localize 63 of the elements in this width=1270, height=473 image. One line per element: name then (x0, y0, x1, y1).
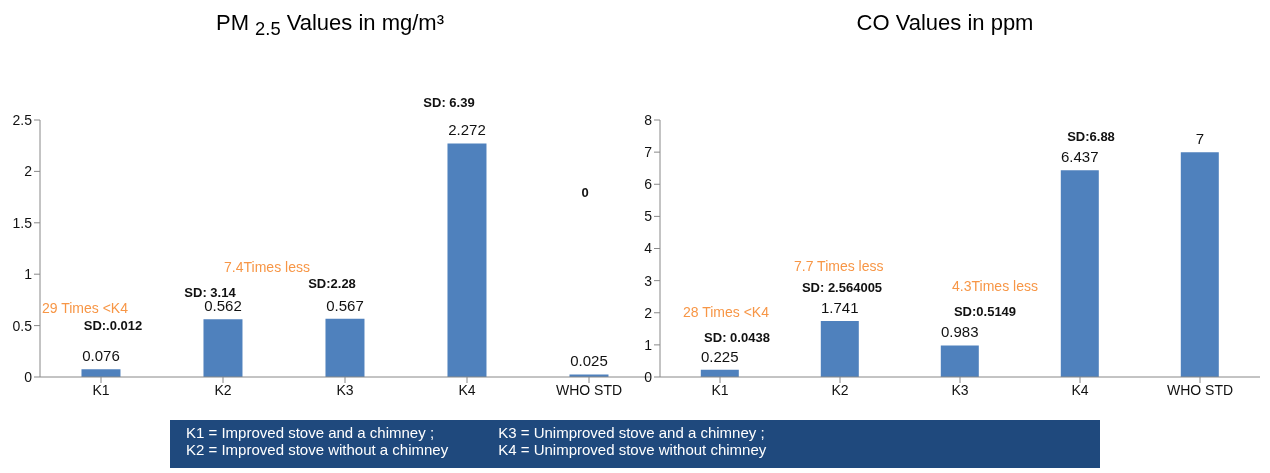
bar (203, 319, 243, 377)
y-tick-label: 5 (644, 208, 653, 225)
text: SD: 6.39 (423, 94, 475, 110)
y-tick-label: 4 (644, 240, 653, 257)
chart-title: CO Values in ppm (855, 10, 1035, 36)
bar (1060, 170, 1099, 377)
x-tick-label: K2 (214, 381, 232, 398)
y-tick-label: 2.5 (12, 111, 33, 128)
data-label: 0.983 (941, 323, 979, 341)
y-tick-label: 2 (24, 163, 33, 180)
y-tick-label: 1 (24, 266, 33, 283)
y-tick-label: 3 (644, 272, 653, 289)
y-tick-label: 8 (644, 111, 653, 128)
x-tick-label: K4 (1071, 381, 1089, 398)
data-label: 0.562 (204, 297, 242, 315)
bar (447, 143, 487, 377)
annotation: 29 Times <K4 (42, 299, 128, 316)
y-tick-label: 1 (644, 336, 653, 353)
data-label: 2.272 (448, 121, 486, 139)
bar (81, 369, 121, 377)
y-tick-label: 0 (644, 368, 653, 385)
x-tick-label: WHO STD (1166, 381, 1234, 398)
x-tick-label: K1 (92, 381, 110, 398)
annotation: SD: 3.14 (184, 284, 236, 300)
annotation: SD:2.28 (308, 275, 356, 291)
text: K1 = Improved stove and a chimney ; (186, 424, 436, 441)
text: K4 = Unimproved stove without chimney (498, 441, 767, 458)
annotation: SD: 0.0438 (704, 329, 770, 345)
text: K2 = Improved stove without a chimney (186, 441, 449, 458)
annotation: 4.3Times less (952, 277, 1038, 294)
y-tick-label: 6 (644, 176, 653, 193)
annotation: SD:.0.012 (83, 317, 143, 333)
data-label: 7 (1195, 130, 1204, 148)
data-label: 0.225 (701, 347, 739, 365)
x-tick-label: WHO STD (555, 381, 623, 398)
y-tick-label: 7 (644, 144, 653, 161)
bar (1180, 152, 1219, 377)
annotation: SD:6.88 (1067, 128, 1115, 144)
annotation: 7.7 Times less (794, 257, 884, 274)
y-tick-label: 1.5 (12, 214, 33, 231)
x-tick-label: K3 (951, 381, 969, 398)
x-tick-label: K3 (336, 381, 354, 398)
y-tick-label: 2 (644, 304, 653, 321)
annotation: SD: 2.564005 (801, 279, 883, 295)
annotation: SD:0.5149 (953, 303, 1017, 319)
data-label: 6.437 (1061, 148, 1099, 166)
bar (820, 321, 859, 377)
data-label: 1.741 (821, 299, 859, 317)
chart-title: PM $_{2.5}$ Values in mg/m³ (215, 10, 445, 41)
x-tick-label: K2 (831, 381, 849, 398)
annotation: 7.4Times less (224, 258, 310, 275)
bar (325, 318, 365, 377)
bar (940, 345, 979, 377)
annotation: 28 Times <K4 (683, 303, 769, 320)
data-label: 0.025 (570, 352, 608, 370)
x-tick-label: K4 (458, 381, 476, 398)
text: K3 = Unimproved stove and a chimney ; (498, 424, 766, 441)
data-label: 0.567 (326, 296, 364, 314)
x-tick-label: K1 (711, 381, 729, 398)
y-tick-label: 0 (24, 368, 33, 385)
annotation: 0 (581, 184, 589, 200)
data-label: 0.076 (82, 347, 120, 365)
y-tick-label: 0.5 (12, 317, 33, 334)
